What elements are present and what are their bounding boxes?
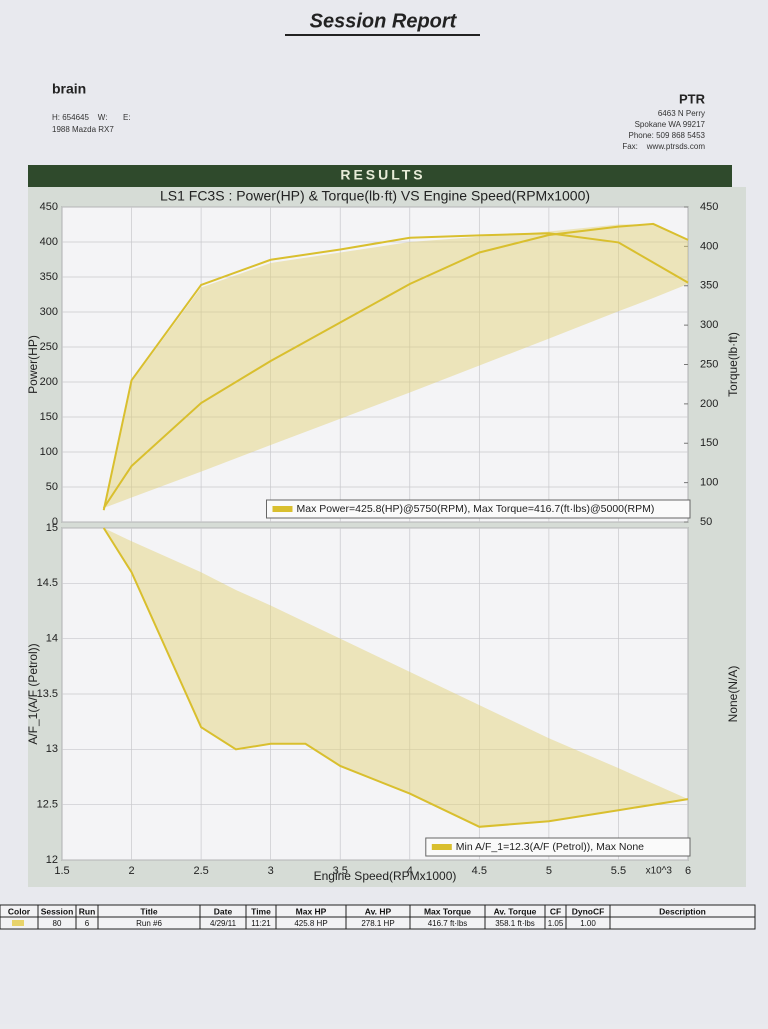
shop-name: PTR	[679, 91, 706, 106]
table-cell: 416.7 ft·lbs	[428, 919, 468, 928]
customer-contact: H: 654645 W: E:	[52, 113, 131, 122]
table-cell: 278.1 HP	[361, 919, 394, 928]
legend-text: Min A/F_1=12.3(A/F (Petrol)), Max None	[456, 841, 644, 853]
y-tick-label: 0	[52, 516, 58, 528]
y-tick-label: 150	[40, 411, 58, 423]
x-tick-label: 2	[128, 865, 134, 877]
table-cell: 6	[85, 919, 90, 928]
y-tick-label: 350	[40, 271, 58, 283]
x-tick-label: 1.5	[54, 865, 69, 877]
legend-text: Max Power=425.8(HP)@5750(RPM), Max Torqu…	[297, 503, 655, 515]
table-header: Av. HP	[365, 906, 392, 916]
y2-axis-label: None(N/A)	[726, 666, 740, 723]
envelope-band	[103, 528, 688, 827]
report-title: Session Report	[310, 10, 458, 32]
x-tick-label: 5.5	[611, 865, 626, 877]
chart-title: LS1 FC3S : Power(HP) & Torque(lb·ft) VS …	[160, 188, 590, 204]
y-tick-label: 50	[46, 481, 58, 493]
y2-axis-label: Torque(lb·ft)	[726, 332, 740, 397]
table-header: Title	[140, 906, 158, 916]
table-header: Time	[251, 906, 271, 916]
table-cell: 1.05	[548, 919, 564, 928]
table-header: Av. Torque	[494, 906, 537, 916]
table-cell: 4/29/11	[210, 919, 237, 928]
y2-tick-label: 400	[700, 240, 718, 252]
shop-phone: Phone: 509 868 5453	[628, 131, 705, 140]
y2-tick-label: 50	[700, 516, 712, 528]
series-line	[102, 527, 689, 828]
x-tick-label: 5	[546, 865, 552, 877]
table-cell: 1.00	[580, 919, 596, 928]
x-axis-label: Engine Speed(RPMx1000)	[314, 869, 457, 883]
y2-tick-label: 350	[700, 280, 718, 292]
results-banner	[28, 165, 732, 187]
x-tick-label: 4	[407, 865, 413, 877]
y-axis-label: A/F_1(A/F (Petrol))	[26, 643, 40, 744]
y-axis-label: Power(HP)	[26, 335, 40, 394]
y2-tick-label: 150	[700, 437, 718, 449]
table-header: Color	[8, 906, 31, 916]
legend-swatch	[272, 506, 293, 512]
customer-vehicle: 1988 Mazda RX7	[52, 125, 114, 134]
y-tick-label: 12.5	[37, 799, 58, 811]
y-tick-label: 200	[40, 376, 58, 388]
y-tick-label: 400	[40, 236, 58, 248]
table-cell: 358.1 ft·lbs	[495, 919, 535, 928]
table-cell: Run #6	[136, 919, 162, 928]
y2-tick-label: 100	[700, 477, 718, 489]
legend-box	[266, 499, 691, 519]
y2-tick-label: 200	[700, 398, 718, 410]
y-tick-label: 450	[40, 201, 58, 213]
y-tick-label: 13	[46, 743, 58, 755]
x-tick-label: 4.5	[472, 865, 487, 877]
legend-box	[425, 837, 691, 857]
x-tick-label: 3	[268, 865, 274, 877]
y2-tick-label: 250	[700, 358, 718, 370]
table-cell: 80	[53, 919, 62, 928]
y-tick-label: 300	[40, 306, 58, 318]
y-tick-label: 250	[40, 341, 58, 353]
table-cell: 425.8 HP	[294, 919, 327, 928]
table-cell: 11:21	[251, 919, 271, 928]
table-header: Run	[79, 906, 96, 916]
shop-address: 6463 N Perry	[658, 109, 705, 118]
table-header: Session	[41, 906, 74, 916]
y-tick-label: 14	[46, 633, 58, 645]
summary-table: Color Session Run Title Date Time Max HP Av. HP…	[0, 904, 756, 930]
table-header: Max Torque	[424, 906, 471, 916]
series-line	[102, 222, 689, 509]
y-tick-label: 100	[40, 446, 58, 458]
customer-name: brain	[52, 81, 86, 97]
y2-tick-label: 450	[700, 201, 718, 213]
legend-swatch	[431, 844, 452, 850]
color-swatch	[12, 920, 24, 926]
y2-tick-label: 300	[700, 319, 718, 331]
y-tick-label: 13.5	[37, 688, 58, 700]
table-header: CF	[550, 906, 561, 916]
table-header: DynoCF	[572, 906, 605, 916]
x-tick-label: 2.5	[193, 865, 208, 877]
y-tick-label: 12	[46, 854, 58, 866]
x-tick-label: 6	[685, 865, 691, 877]
table-header: Date	[214, 906, 233, 916]
x-multiplier: x10^3	[646, 866, 673, 877]
y-tick-label: 14.5	[37, 577, 58, 589]
table-header: Max HP	[296, 906, 327, 916]
series-line	[102, 232, 689, 511]
banner-text: RESULTS	[340, 167, 425, 183]
shop-fax: Fax: www.ptrsds.com	[622, 142, 705, 151]
shop-city: Spokane WA 99217	[635, 120, 706, 129]
table-header: Description	[659, 906, 706, 916]
y-tick-label: 15	[46, 522, 58, 534]
plot-area	[61, 206, 689, 523]
x-tick-label: 3.5	[333, 865, 348, 877]
envelope-band	[103, 224, 688, 508]
